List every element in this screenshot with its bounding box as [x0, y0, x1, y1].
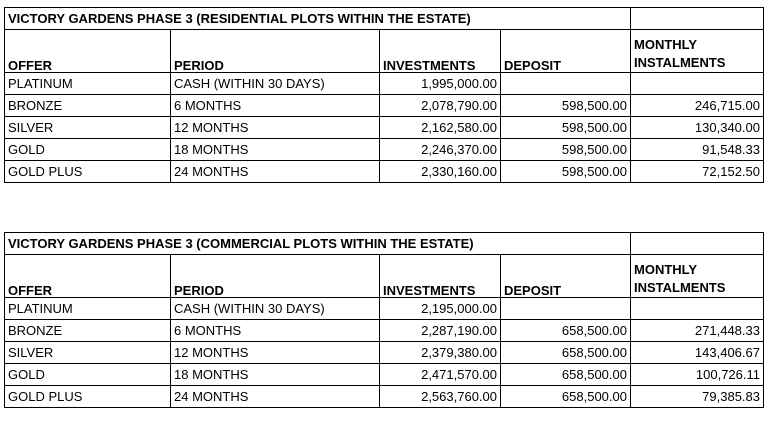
cell-investments: 2,287,190.00	[379, 319, 501, 342]
cell-monthly: 130,340.00	[630, 116, 764, 139]
header-investments: INVESTMENTS	[379, 254, 501, 298]
cell-deposit: 658,500.00	[500, 319, 631, 342]
cell-investments: 2,379,380.00	[379, 341, 501, 364]
header-deposit: DEPOSIT	[500, 29, 631, 73]
cell-investments: 2,195,000.00	[379, 297, 501, 320]
cell-offer: GOLD PLUS	[4, 160, 171, 183]
cell-monthly: 143,406.67	[630, 341, 764, 364]
cell-offer: BRONZE	[4, 94, 171, 117]
header-monthly-line1: MONTHLY	[634, 37, 698, 52]
table-row: SILVER 12 MONTHS 2,379,380.00 658,500.00…	[4, 341, 764, 364]
header-monthly-instalments: MONTHLY INSTALMENTS	[630, 254, 764, 298]
cell-investments: 1,995,000.00	[379, 72, 501, 95]
header-period: PERIOD	[170, 254, 380, 298]
table-title-row: VICTORY GARDENS PHASE 3 (RESIDENTIAL PLO…	[4, 7, 764, 30]
cell-period: 12 MONTHS	[170, 341, 380, 364]
cell-offer: SILVER	[4, 341, 171, 364]
table-row: GOLD 18 MONTHS 2,471,570.00 658,500.00 1…	[4, 363, 764, 386]
cell-monthly: 100,726.11	[630, 363, 764, 386]
table-row: PLATINUM CASH (WITHIN 30 DAYS) 2,195,000…	[4, 297, 764, 320]
cell-offer: PLATINUM	[4, 72, 171, 95]
residential-plots-table: VICTORY GARDENS PHASE 3 (RESIDENTIAL PLO…	[4, 7, 764, 183]
cell-monthly	[630, 297, 764, 320]
cell-offer: GOLD	[4, 138, 171, 161]
table-title: VICTORY GARDENS PHASE 3 (RESIDENTIAL PLO…	[4, 7, 631, 30]
cell-deposit: 658,500.00	[500, 385, 631, 408]
cell-period: CASH (WITHIN 30 DAYS)	[170, 297, 380, 320]
table-row: SILVER 12 MONTHS 2,162,580.00 598,500.00…	[4, 116, 764, 139]
cell-monthly: 72,152.50	[630, 160, 764, 183]
cell-deposit	[500, 72, 631, 95]
cell-deposit: 598,500.00	[500, 116, 631, 139]
cell-deposit: 598,500.00	[500, 94, 631, 117]
cell-investments: 2,563,760.00	[379, 385, 501, 408]
cell-investments: 2,078,790.00	[379, 94, 501, 117]
header-offer: OFFER	[4, 29, 171, 73]
header-monthly-instalments: MONTHLY INSTALMENTS	[630, 29, 764, 73]
cell-period: 12 MONTHS	[170, 116, 380, 139]
table-row: GOLD PLUS 24 MONTHS 2,330,160.00 598,500…	[4, 160, 764, 183]
header-offer: OFFER	[4, 254, 171, 298]
cell-offer: PLATINUM	[4, 297, 171, 320]
cell-deposit	[500, 297, 631, 320]
header-investments: INVESTMENTS	[379, 29, 501, 73]
cell-period: 18 MONTHS	[170, 138, 380, 161]
table-row: GOLD 18 MONTHS 2,246,370.00 598,500.00 9…	[4, 138, 764, 161]
table-row: BRONZE 6 MONTHS 2,078,790.00 598,500.00 …	[4, 94, 764, 117]
cell-period: CASH (WITHIN 30 DAYS)	[170, 72, 380, 95]
cell-monthly: 246,715.00	[630, 94, 764, 117]
cell-period: 24 MONTHS	[170, 385, 380, 408]
table-row: GOLD PLUS 24 MONTHS 2,563,760.00 658,500…	[4, 385, 764, 408]
table-header-row: OFFER PERIOD INVESTMENTS DEPOSIT MONTHLY…	[4, 29, 764, 73]
cell-period: 6 MONTHS	[170, 94, 380, 117]
header-monthly-line2: INSTALMENTS	[634, 280, 726, 295]
cell-investments: 2,246,370.00	[379, 138, 501, 161]
cell-deposit: 598,500.00	[500, 138, 631, 161]
cell-deposit: 598,500.00	[500, 160, 631, 183]
cell-period: 18 MONTHS	[170, 363, 380, 386]
cell-investments: 2,162,580.00	[379, 116, 501, 139]
header-period: PERIOD	[170, 29, 380, 73]
cell-monthly: 79,385.83	[630, 385, 764, 408]
header-monthly-line1: MONTHLY	[634, 262, 698, 277]
cell-monthly: 271,448.33	[630, 319, 764, 342]
cell-offer: GOLD	[4, 363, 171, 386]
cell-monthly: 91,548.33	[630, 138, 764, 161]
cell-period: 24 MONTHS	[170, 160, 380, 183]
cell-period: 6 MONTHS	[170, 319, 380, 342]
cell-offer: SILVER	[4, 116, 171, 139]
cell-investments: 2,330,160.00	[379, 160, 501, 183]
cell-offer: BRONZE	[4, 319, 171, 342]
title-empty-cell	[630, 7, 764, 30]
table-row: BRONZE 6 MONTHS 2,287,190.00 658,500.00 …	[4, 319, 764, 342]
cell-deposit: 658,500.00	[500, 341, 631, 364]
header-monthly-line2: INSTALMENTS	[634, 55, 726, 70]
cell-investments: 2,471,570.00	[379, 363, 501, 386]
table-header-row: OFFER PERIOD INVESTMENTS DEPOSIT MONTHLY…	[4, 254, 764, 298]
table-row: PLATINUM CASH (WITHIN 30 DAYS) 1,995,000…	[4, 72, 764, 95]
table-title-row: VICTORY GARDENS PHASE 3 (COMMERCIAL PLOT…	[4, 232, 764, 255]
header-deposit: DEPOSIT	[500, 254, 631, 298]
cell-deposit: 658,500.00	[500, 363, 631, 386]
commercial-plots-table: VICTORY GARDENS PHASE 3 (COMMERCIAL PLOT…	[4, 232, 764, 408]
cell-offer: GOLD PLUS	[4, 385, 171, 408]
title-empty-cell	[630, 232, 764, 255]
cell-monthly	[630, 72, 764, 95]
table-title: VICTORY GARDENS PHASE 3 (COMMERCIAL PLOT…	[4, 232, 631, 255]
